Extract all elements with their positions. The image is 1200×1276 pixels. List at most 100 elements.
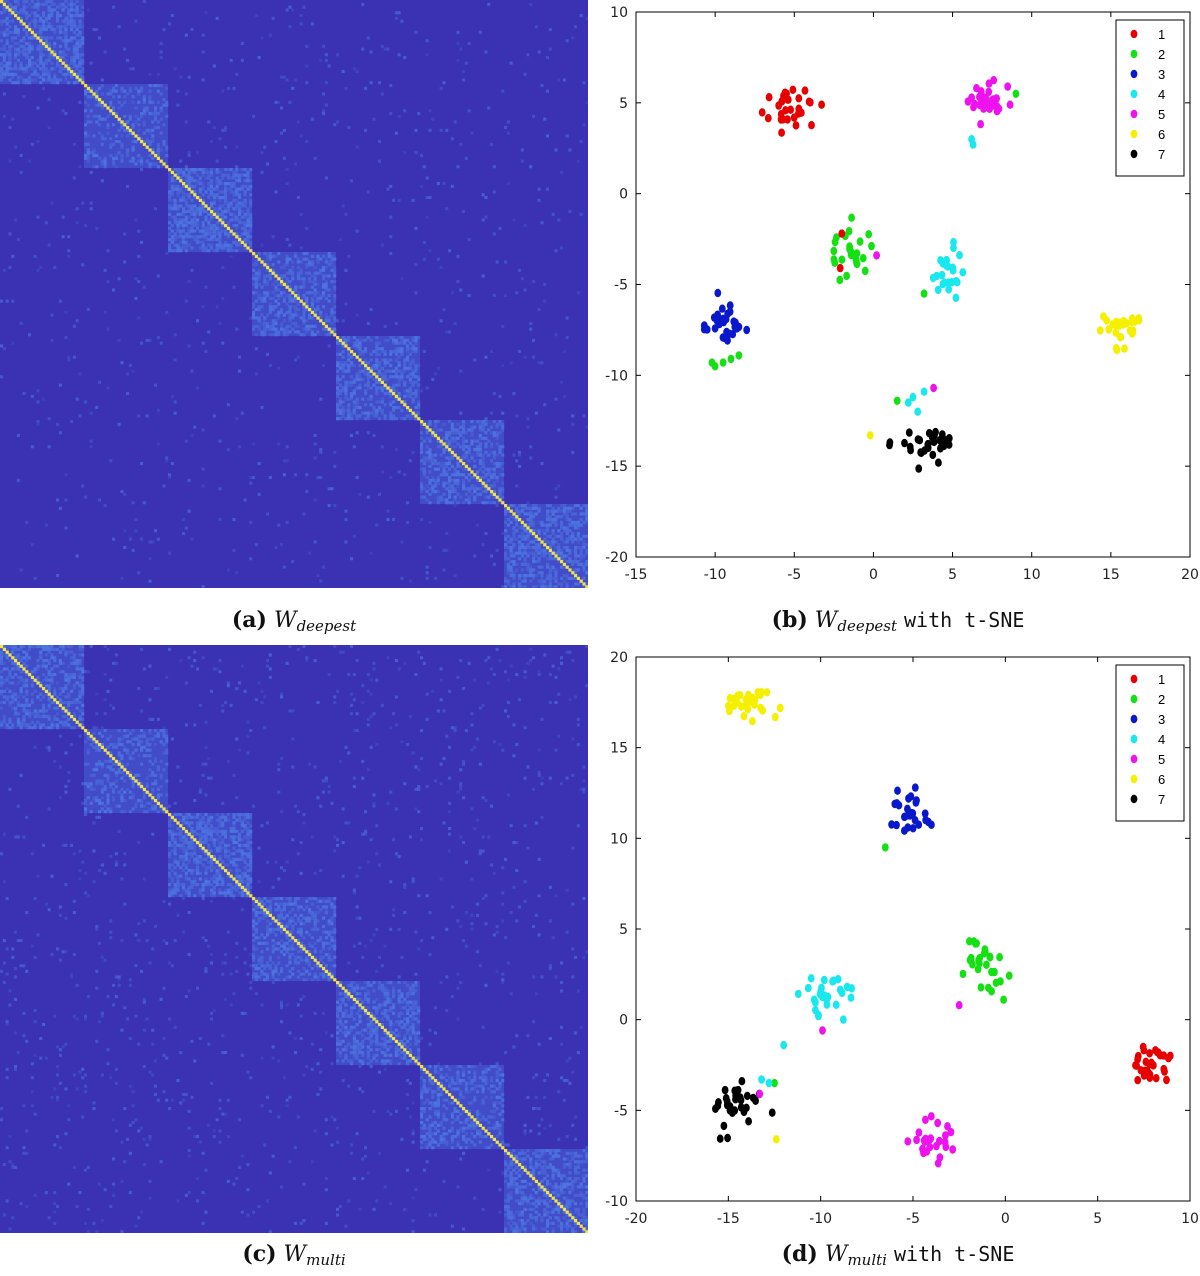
heatmap-cell: [454, 473, 457, 476]
heatmap-cell: [73, 701, 76, 704]
heatmap-cell: [230, 244, 233, 247]
heatmap-cell: [31, 20, 34, 23]
heatmap-cell: [246, 821, 249, 824]
heatmap-cell: [459, 496, 462, 499]
heatmap-cell: [129, 777, 132, 780]
heatmap-cell: [34, 670, 37, 673]
heatmap-cell: [420, 490, 423, 493]
heatmap-cell: [496, 426, 499, 429]
heatmap-cell: [204, 249, 207, 252]
heatmap-cell: [53, 67, 56, 70]
heatmap-cell: [347, 384, 350, 387]
heatmap-cell: [277, 288, 280, 291]
heatmap-cell: [322, 269, 325, 272]
heatmap-cell: [426, 216, 429, 219]
heatmap-cell: [123, 115, 126, 118]
heatmap-diagonal-cell: [479, 479, 482, 482]
heatmap-cell: [90, 207, 93, 210]
heatmap-cell: [291, 314, 294, 317]
data-point-cluster-1: [808, 121, 815, 129]
heatmap-cell: [137, 123, 140, 126]
heatmap-diagonal-cell: [322, 322, 325, 325]
heatmap-cell: [288, 101, 291, 104]
heatmap-cell: [36, 14, 39, 17]
heatmap-cell: [22, 695, 25, 698]
heatmap-cell: [6, 31, 9, 34]
heatmap-cell: [328, 316, 331, 319]
heatmap-cell: [148, 98, 151, 101]
heatmap-cell: [350, 179, 353, 182]
heatmap-diagonal-cell: [241, 241, 244, 244]
heatmap-cell: [375, 353, 378, 356]
heatmap-diagonal-cell: [549, 549, 552, 552]
heatmap-cell: [384, 358, 387, 361]
heatmap-cell: [291, 277, 294, 280]
heatmap-cell: [204, 835, 207, 838]
heatmap-cell: [160, 785, 163, 788]
heatmap-cell: [297, 314, 300, 317]
heatmap-cell: [398, 336, 401, 339]
heatmap-cell: [42, 662, 45, 665]
heatmap-cell: [532, 552, 535, 555]
heatmap-cell: [297, 274, 300, 277]
heatmap-cell: [78, 653, 81, 656]
heatmap-cell: [291, 288, 294, 291]
heatmap-cell: [202, 249, 205, 252]
heatmap-cell: [151, 140, 154, 143]
heatmap-cell: [585, 571, 588, 574]
heatmap-cell: [496, 476, 499, 479]
heatmap-cell: [62, 216, 65, 219]
heatmap-cell: [87, 8, 90, 11]
heatmap-cell: [160, 92, 163, 95]
heatmap-cell: [269, 325, 272, 328]
heatmap-cell: [87, 751, 90, 754]
heatmap-cell: [73, 64, 76, 67]
heatmap-cell: [132, 95, 135, 98]
heatmap-cell: [218, 196, 221, 199]
heatmap-cell: [529, 507, 532, 510]
heatmap-cell: [266, 294, 269, 297]
heatmap-cell: [582, 540, 585, 543]
heatmap-cell: [6, 676, 9, 679]
heatmap-cell: [3, 347, 6, 350]
heatmap-cell: [260, 244, 263, 247]
heatmap-cell: [389, 336, 392, 339]
heatmap-cell: [400, 417, 403, 420]
heatmap-cell: [193, 179, 196, 182]
heatmap-cell: [532, 280, 535, 283]
legend-box: [1116, 20, 1184, 176]
heatmap-cell: [238, 819, 241, 822]
heatmap-cell: [120, 810, 123, 813]
heatmap-cell: [140, 112, 143, 115]
heatmap-cell: [25, 521, 28, 524]
heatmap-cell: [3, 73, 6, 76]
heatmap-cell: [199, 213, 202, 216]
heatmap-cell: [336, 386, 339, 389]
heatmap-cell: [11, 73, 14, 76]
heatmap-cell: [168, 824, 171, 827]
heatmap-cell: [512, 518, 515, 521]
heatmap-cell: [179, 224, 182, 227]
heatmap-cell: [64, 673, 67, 676]
heatmap-cell: [162, 140, 165, 143]
heatmap-cell: [406, 347, 409, 350]
heatmap-cell: [168, 473, 171, 476]
heatmap-cell: [406, 501, 409, 504]
heatmap-cell: [204, 838, 207, 841]
heatmap-cell: [535, 549, 538, 552]
heatmap-cell: [137, 785, 140, 788]
legend-marker-3: [1131, 70, 1138, 78]
heatmap-cell: [146, 160, 149, 163]
heatmap-cell: [325, 286, 328, 289]
heatmap-cell: [25, 656, 28, 659]
heatmap-cell: [190, 246, 193, 249]
heatmap-cell: [305, 297, 308, 300]
heatmap-cell: [459, 288, 462, 291]
heatmap-cell: [459, 434, 462, 437]
heatmap-cell: [17, 34, 20, 37]
heatmap-cell: [45, 28, 48, 31]
heatmap-cell: [78, 695, 81, 698]
heatmap-cell: [392, 406, 395, 409]
heatmap-cell: [101, 104, 104, 107]
heatmap-cell: [535, 512, 538, 515]
